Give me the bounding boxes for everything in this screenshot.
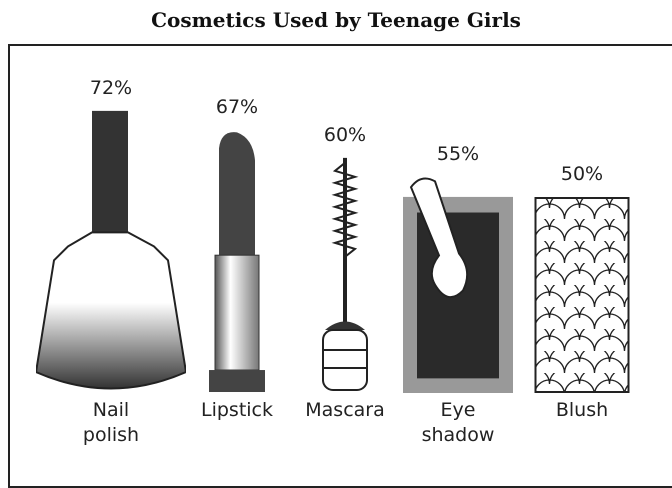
value-label: 72% (89, 76, 133, 99)
pictogram (36, 110, 186, 390)
pictogram (534, 197, 630, 393)
value-label: 55% (436, 143, 480, 166)
chart-title: Cosmetics Used by Teenage Girls (151, 8, 521, 32)
pictogram (323, 158, 367, 390)
pictogram (403, 177, 513, 394)
value-label: 67% (215, 96, 259, 119)
chart (36, 110, 630, 394)
category-label: Nail polish (82, 399, 140, 446)
category-label: Lipstick (200, 399, 274, 421)
pictogram (208, 131, 266, 393)
page: Cosmetics Used by Teenage Girls (8, 8, 672, 488)
value-label: 60% (323, 123, 367, 146)
value-label: 50% (560, 163, 604, 185)
category-label: Blush (555, 399, 609, 421)
category-label: Eye shadow (421, 399, 495, 446)
category-label: Mascara (305, 399, 385, 421)
